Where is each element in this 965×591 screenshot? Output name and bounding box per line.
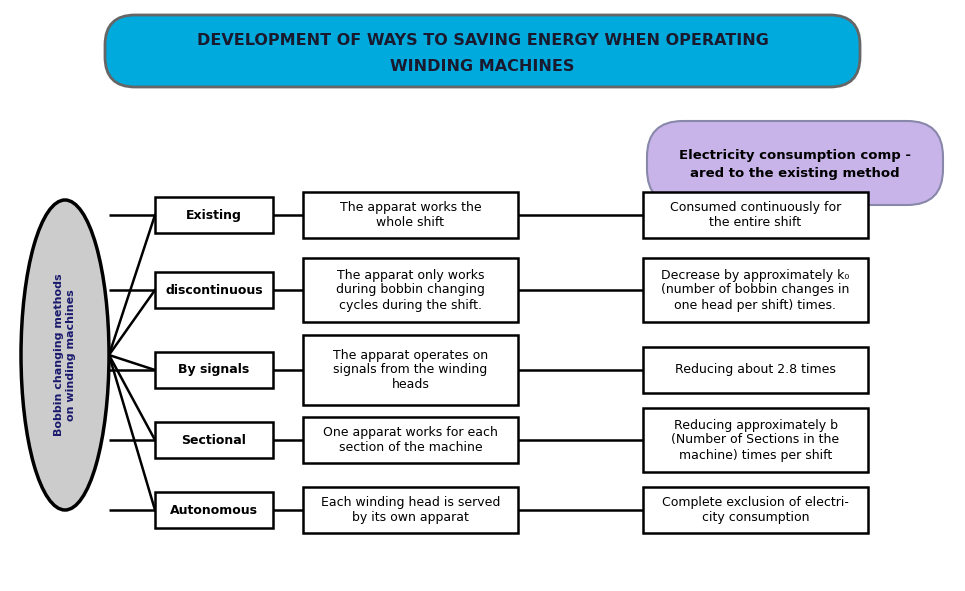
- Bar: [303, 258, 518, 322]
- Text: Existing: Existing: [186, 209, 242, 222]
- Text: discontinuous: discontinuous: [165, 284, 262, 297]
- Text: WINDING MACHINES: WINDING MACHINES: [390, 59, 575, 74]
- Text: Complete exclusion of electri-
city consumption: Complete exclusion of electri- city cons…: [662, 496, 849, 524]
- Bar: [643, 408, 868, 472]
- Bar: [155, 492, 273, 528]
- Text: One apparat works for each
section of the machine: One apparat works for each section of th…: [323, 426, 498, 454]
- Bar: [303, 335, 518, 405]
- Bar: [643, 347, 868, 393]
- Bar: [643, 192, 868, 238]
- Text: By signals: By signals: [179, 363, 250, 376]
- Text: Electricity consumption comp -: Electricity consumption comp -: [679, 148, 911, 161]
- FancyBboxPatch shape: [105, 15, 860, 87]
- Bar: [303, 192, 518, 238]
- Text: DEVELOPMENT OF WAYS TO SAVING ENERGY WHEN OPERATING: DEVELOPMENT OF WAYS TO SAVING ENERGY WHE…: [197, 33, 768, 48]
- Text: Reducing about 2.8 times: Reducing about 2.8 times: [676, 363, 836, 376]
- Text: The apparat works the
whole shift: The apparat works the whole shift: [340, 201, 482, 229]
- Text: Decrease by approximately k₀
(number of bobbin changes in
one head per shift) ti: Decrease by approximately k₀ (number of …: [661, 268, 850, 311]
- Text: Reducing approximately b
(Number of Sections in the
machine) times per shift: Reducing approximately b (Number of Sect…: [672, 418, 840, 462]
- Text: ared to the existing method: ared to the existing method: [690, 167, 899, 180]
- Bar: [643, 487, 868, 533]
- Text: The apparat operates on
signals from the winding
heads: The apparat operates on signals from the…: [333, 349, 488, 391]
- Bar: [155, 352, 273, 388]
- Text: Bobbin changing methods
on winding machines: Bobbin changing methods on winding machi…: [54, 274, 76, 436]
- Bar: [303, 487, 518, 533]
- Bar: [303, 417, 518, 463]
- Text: The apparat only works
during bobbin changing
cycles during the shift.: The apparat only works during bobbin cha…: [336, 268, 485, 311]
- Text: Each winding head is served
by its own apparat: Each winding head is served by its own a…: [320, 496, 500, 524]
- Bar: [643, 258, 868, 322]
- Bar: [155, 422, 273, 458]
- FancyBboxPatch shape: [647, 121, 943, 205]
- Text: Sectional: Sectional: [181, 434, 246, 446]
- Ellipse shape: [21, 200, 109, 510]
- Text: Consumed continuously for
the entire shift: Consumed continuously for the entire shi…: [670, 201, 841, 229]
- Text: Autonomous: Autonomous: [170, 504, 258, 517]
- Bar: [155, 197, 273, 233]
- Bar: [155, 272, 273, 308]
